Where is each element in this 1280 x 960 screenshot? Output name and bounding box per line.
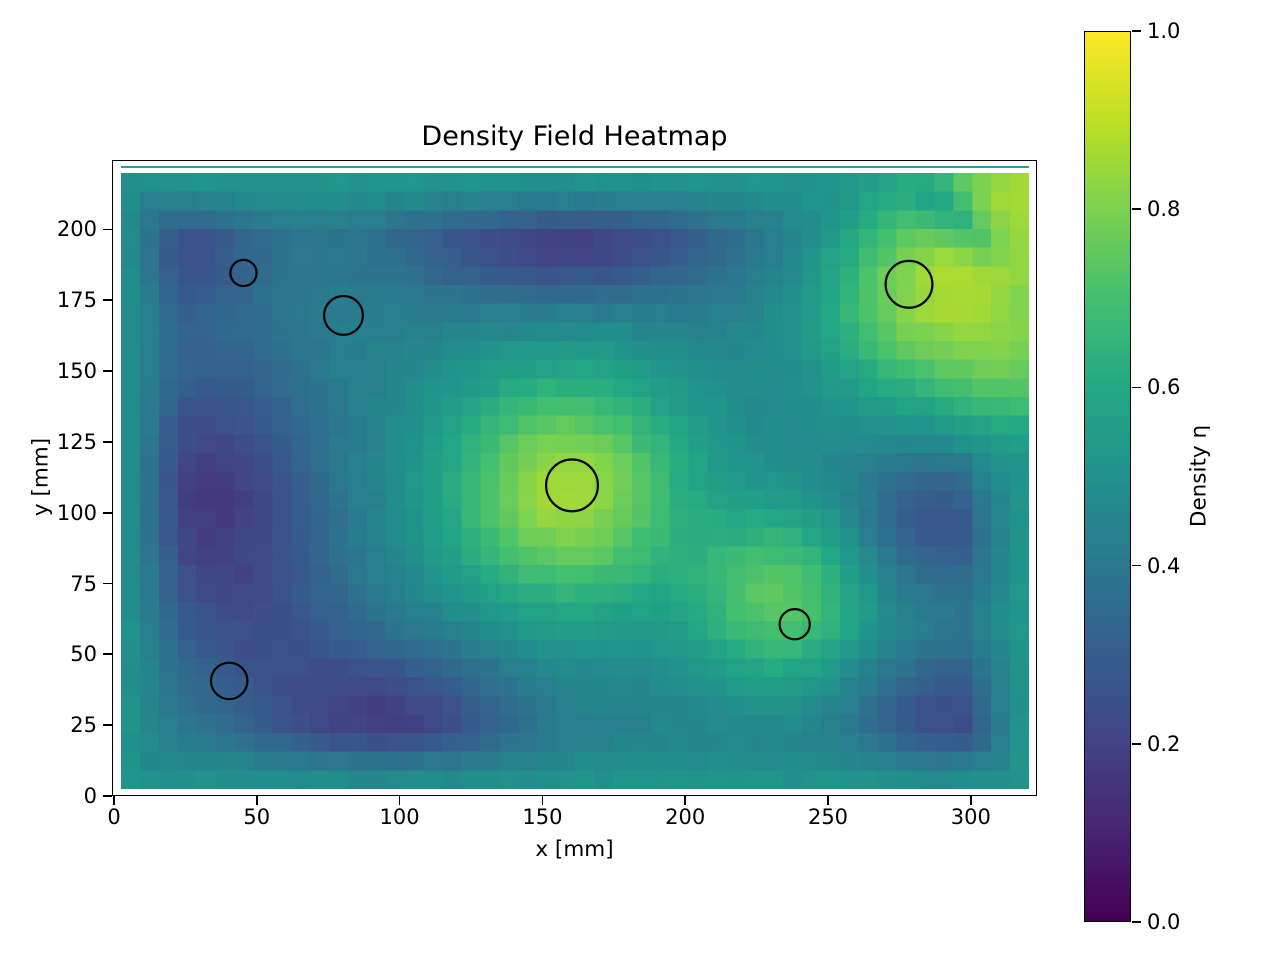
colorbar-tick-label: 0.4 [1147,553,1181,578]
colorbar-tick-label: 1.0 [1147,19,1181,43]
x-tick-mark [398,796,401,805]
y-tick-label: 0 [83,784,97,808]
inclusion-circle-marker [545,458,600,513]
y-tick-label: 75 [70,571,97,596]
y-tick-mark [103,511,112,514]
colorbar [1084,31,1131,922]
x-tick-mark [827,796,829,805]
colorbar-tick-mark [1132,921,1141,923]
x-tick-mark [113,796,115,805]
x-tick-label: 150 [522,805,563,829]
y-tick-label: 175 [56,288,97,313]
x-tick-label: 200 [665,805,706,829]
inclusion-circle-marker [778,608,811,641]
y-tick-mark [103,582,112,585]
x-tick-mark [684,796,687,805]
inclusion-circle-marker [323,294,365,336]
x-tick-label: 250 [807,805,849,829]
y-tick-label: 50 [70,642,97,667]
y-tick-mark [103,299,112,302]
chart-title: Density Field Heatmap [421,121,728,152]
x-tick-mark [969,796,972,805]
x-axis-label: x [mm] [535,837,614,862]
colorbar-tick-label: 0.0 [1147,910,1181,934]
colorbar-tick-mark [1132,30,1141,32]
inclusion-circle-marker [229,258,258,288]
x-tick-mark [541,796,544,805]
colorbar-tick-mark [1132,386,1141,389]
y-tick-label: 150 [56,359,97,384]
y-tick-label: 100 [56,500,97,525]
top-edge-line [121,166,1029,169]
y-tick-label: 200 [56,217,97,242]
y-tick-mark [103,228,112,231]
heatmap-image [121,173,1029,789]
x-tick-label: 300 [950,805,991,829]
colorbar-tick-label: 0.8 [1147,197,1181,222]
x-tick-label: 50 [243,805,271,829]
x-tick-label: 0 [107,805,121,829]
inclusion-circle-marker [884,259,934,309]
y-tick-mark [103,724,112,727]
colorbar-label: Density η [1186,424,1212,528]
x-tick-label: 100 [379,805,420,829]
y-tick-mark [103,795,112,797]
y-tick-mark [103,441,112,443]
colorbar-gradient [1085,32,1130,921]
colorbar-tick-label: 0.2 [1147,731,1181,756]
colorbar-tick-mark [1132,742,1141,745]
colorbar-tick-mark [1132,208,1141,211]
y-tick-label: 25 [70,713,97,738]
plot-area [112,160,1037,796]
y-tick-mark [103,370,112,372]
colorbar-tick-label: 0.6 [1147,375,1181,400]
y-axis-label: y [mm] [28,437,54,517]
y-tick-mark [103,653,112,656]
colorbar-tick-mark [1132,564,1141,567]
inclusion-circle-marker [209,661,249,701]
inclusion-markers-layer [209,258,934,701]
y-tick-label: 125 [56,429,97,454]
x-tick-mark [255,796,258,805]
